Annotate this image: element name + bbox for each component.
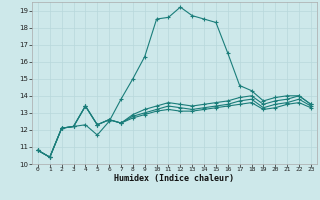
X-axis label: Humidex (Indice chaleur): Humidex (Indice chaleur) [115, 174, 234, 183]
